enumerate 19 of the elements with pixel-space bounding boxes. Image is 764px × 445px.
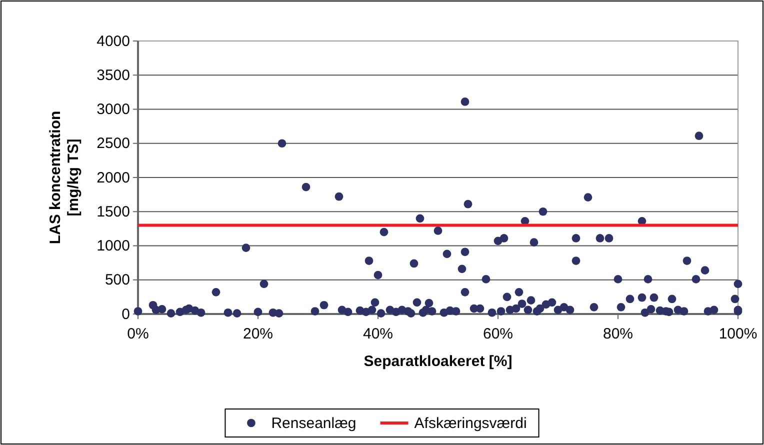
x-tick-label: 60% — [482, 326, 514, 342]
x-tick-label: 40% — [362, 326, 394, 342]
y-tick-label: 2000 — [96, 169, 130, 186]
legend-label: Renseanlæg — [271, 415, 356, 432]
x-tick-label: 80% — [602, 326, 634, 342]
y-tick-label: 3500 — [96, 66, 130, 84]
x-tick-label: 0% — [127, 326, 149, 342]
y-tick-label: 1000 — [96, 238, 130, 255]
y-tick-label: 4000 — [96, 32, 130, 50]
y-tick-label: 3000 — [96, 101, 130, 118]
x-axis-title: Separatkloakeret [%] — [364, 353, 512, 370]
x-tick-label: 20% — [242, 326, 274, 342]
y-tick-label: 500 — [104, 272, 130, 289]
y-axis-title: LAS koncentration [mg/kg TS] — [47, 110, 82, 244]
legend-label: Afskæringsværdi — [414, 415, 527, 432]
y-tick-label: 2500 — [96, 135, 130, 152]
y-tick-label: 1500 — [96, 203, 130, 220]
y-tick-label: 0 — [122, 306, 130, 323]
x-tick-label: 100% — [718, 326, 758, 342]
